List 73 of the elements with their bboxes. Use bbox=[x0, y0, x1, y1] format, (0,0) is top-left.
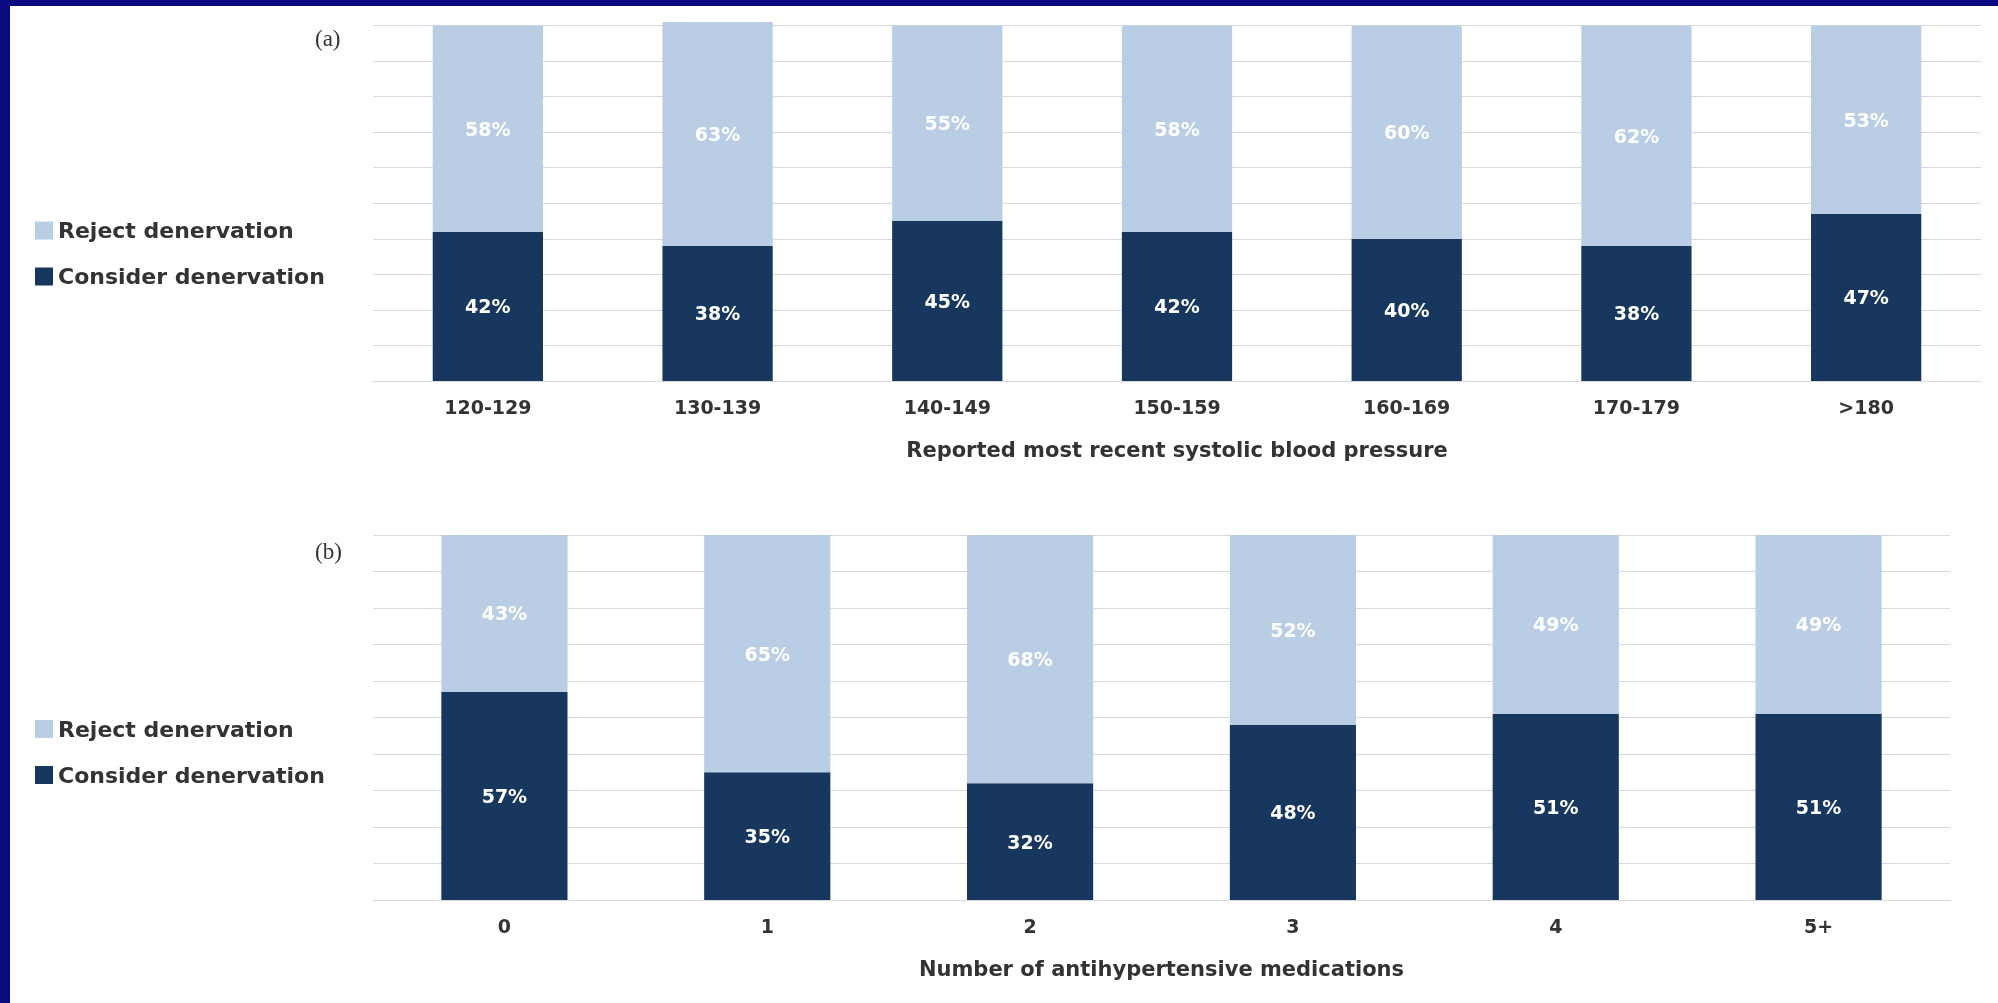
data-label: 40% bbox=[1383, 298, 1430, 321]
bar bbox=[432, 25, 543, 232]
data-label: 62% bbox=[1613, 124, 1660, 147]
bar bbox=[1121, 231, 1233, 381]
data-label: 38% bbox=[1613, 302, 1660, 325]
data-label: 57% bbox=[481, 784, 528, 807]
x-tick-label: 4 bbox=[1549, 914, 1563, 937]
bar bbox=[1492, 713, 1619, 900]
bar bbox=[1755, 713, 1882, 900]
bar bbox=[1121, 25, 1233, 232]
data-label: 35% bbox=[744, 825, 790, 848]
data-label: 68% bbox=[1007, 648, 1053, 671]
x-axis-title: Reported most recent systolic blood pressure bbox=[906, 437, 1448, 462]
bar bbox=[1755, 535, 1882, 714]
chart-title: (b) bbox=[315, 539, 342, 564]
bar bbox=[1811, 25, 1922, 214]
x-tick-label: 5+ bbox=[1804, 914, 1834, 937]
data-label: 42% bbox=[465, 295, 511, 318]
legend-label: Consider denervation bbox=[58, 264, 325, 289]
data-label: 38% bbox=[694, 302, 741, 325]
bar bbox=[892, 221, 1003, 381]
bar bbox=[1581, 25, 1692, 246]
x-tick-label: >180 bbox=[1838, 395, 1894, 418]
legend-label: Reject denervation bbox=[58, 716, 294, 742]
data-label: 52% bbox=[1270, 618, 1316, 641]
bar bbox=[967, 783, 1094, 900]
chart-title: (a) bbox=[315, 26, 341, 51]
x-tick-label: 170-179 bbox=[1592, 395, 1681, 418]
bar bbox=[662, 245, 773, 381]
data-label: 47% bbox=[1843, 286, 1889, 309]
x-tick-label: 130-139 bbox=[673, 395, 762, 418]
data-label: 53% bbox=[1843, 108, 1889, 131]
data-label: 51% bbox=[1533, 795, 1579, 818]
bar bbox=[662, 22, 773, 246]
data-label: 58% bbox=[1154, 117, 1200, 140]
bar bbox=[704, 772, 831, 900]
data-label: 60% bbox=[1383, 121, 1430, 144]
bar bbox=[432, 231, 543, 381]
bar bbox=[1581, 245, 1692, 381]
legend-label: Reject denervation bbox=[58, 218, 294, 243]
data-label: 49% bbox=[1533, 613, 1579, 636]
legend-label: Consider denervation bbox=[58, 762, 325, 788]
bar bbox=[1351, 25, 1462, 239]
bar bbox=[441, 691, 568, 900]
x-tick-label: 140-149 bbox=[903, 395, 991, 418]
bar bbox=[704, 535, 831, 773]
x-tick-label: 3 bbox=[1286, 914, 1300, 937]
data-label: 32% bbox=[1007, 830, 1053, 853]
data-label: 45% bbox=[924, 290, 971, 313]
x-tick-label: 150-159 bbox=[1133, 395, 1221, 418]
bar bbox=[441, 535, 568, 692]
x-tick-label: 0 bbox=[497, 914, 512, 937]
bar bbox=[892, 25, 1003, 222]
data-label: 49% bbox=[1795, 613, 1842, 636]
bar bbox=[1229, 535, 1356, 725]
x-axis-title: Number of antihypertensive medications bbox=[918, 956, 1405, 981]
data-label: 65% bbox=[744, 642, 790, 665]
data-label: 42% bbox=[1154, 295, 1200, 318]
x-tick-label: 160-169 bbox=[1363, 395, 1451, 418]
x-tick-label: 120-129 bbox=[444, 395, 532, 418]
data-label: 58% bbox=[465, 117, 511, 140]
data-label: 55% bbox=[924, 112, 971, 135]
bar bbox=[1492, 535, 1619, 714]
data-label: 51% bbox=[1795, 795, 1842, 818]
bar bbox=[1351, 238, 1462, 381]
bar bbox=[1811, 213, 1922, 381]
data-label: 48% bbox=[1270, 801, 1316, 824]
data-label: 63% bbox=[694, 122, 741, 145]
x-tick-label: 2 bbox=[1023, 914, 1037, 937]
data-label: 43% bbox=[481, 602, 528, 625]
bar bbox=[967, 535, 1094, 784]
x-tick-label: 1 bbox=[760, 914, 774, 937]
bar bbox=[1229, 724, 1356, 900]
